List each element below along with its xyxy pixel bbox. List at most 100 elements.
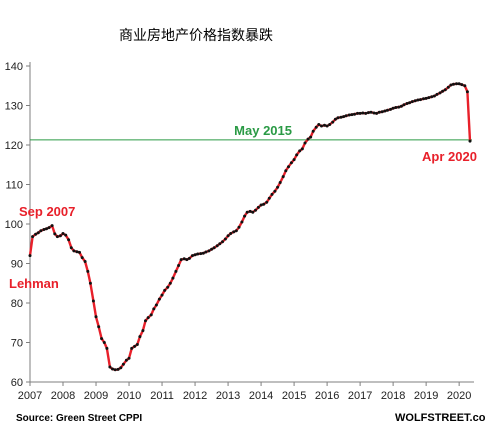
- data-point: [179, 258, 183, 262]
- y-axis: 60 70 80 90 100 110 120 130 140: [5, 61, 31, 389]
- data-point: [171, 276, 175, 280]
- data-point: [55, 235, 59, 239]
- y-tick-label: 140: [5, 61, 23, 73]
- data-point: [108, 365, 112, 369]
- data-point: [314, 125, 318, 129]
- data-point: [256, 205, 260, 209]
- data-point: [356, 111, 359, 115]
- x-axis: 2007 2008 2009 2010 2011 2012 2013 2014 2015 2016…: [18, 381, 474, 402]
- data-point: [386, 108, 389, 112]
- may-2015-label: May 2015: [234, 123, 292, 138]
- data-point: [323, 123, 326, 127]
- data-point: [295, 153, 299, 157]
- data-point: [460, 83, 464, 87]
- data-point: [102, 341, 106, 344]
- data-point: [229, 232, 233, 235]
- chart-title: 商业房地产价格指数暴跌: [119, 28, 273, 44]
- data-point: [160, 293, 164, 297]
- data-point: [333, 117, 337, 121]
- data-point: [133, 344, 137, 348]
- data-point: [317, 123, 321, 126]
- data-point: [380, 110, 384, 114]
- x-tick-label: 2013: [216, 390, 240, 402]
- data-point: [28, 254, 32, 258]
- data-point: [422, 97, 425, 101]
- data-point: [193, 253, 197, 257]
- data-point: [31, 235, 35, 239]
- y-tick-label: 60: [11, 377, 23, 389]
- data-point: [215, 244, 219, 248]
- data-point: [383, 109, 387, 113]
- data-point: [83, 260, 87, 263]
- x-tick-label: 2019: [414, 390, 438, 402]
- data-point: [441, 89, 445, 93]
- data-point: [430, 95, 434, 99]
- data-point: [226, 234, 230, 238]
- y-tick-label: 110: [5, 180, 23, 192]
- data-point: [364, 111, 368, 115]
- data-point: [463, 84, 467, 88]
- data-point: [320, 124, 323, 128]
- data-point: [419, 98, 422, 102]
- x-tick-label: 2014: [249, 390, 273, 402]
- data-point: [149, 313, 153, 317]
- y-tick-label: 120: [5, 140, 23, 152]
- data-point: [58, 234, 62, 238]
- data-point: [331, 120, 335, 124]
- data-point: [121, 362, 125, 366]
- data-point: [221, 240, 224, 244]
- data-point: [309, 135, 313, 139]
- data-point: [468, 139, 472, 143]
- data-point: [75, 250, 79, 254]
- data-point: [298, 149, 302, 153]
- data-point: [88, 281, 92, 285]
- data-point: [86, 269, 90, 273]
- data-point: [212, 246, 216, 250]
- data-point: [53, 232, 57, 236]
- data-point: [138, 335, 142, 339]
- data-point: [127, 356, 131, 360]
- annotation-sep-2007: Sep 2007: [19, 204, 75, 219]
- data-point: [449, 83, 453, 87]
- data-point: [361, 111, 365, 115]
- data-point: [218, 242, 222, 246]
- data-point: [36, 231, 40, 235]
- annotation-lehman: Lehman: [9, 276, 59, 291]
- data-point: [67, 238, 71, 242]
- data-point: [265, 200, 269, 204]
- data-point: [251, 210, 255, 214]
- data-point: [146, 316, 150, 320]
- x-tick-label: 2015: [282, 390, 306, 402]
- x-tick-label: 2007: [18, 390, 42, 402]
- x-tick-label: 2010: [117, 390, 141, 402]
- data-point: [113, 368, 117, 372]
- data-point: [366, 111, 370, 115]
- data-point: [199, 252, 203, 256]
- data-point: [245, 210, 249, 214]
- data-point: [80, 256, 84, 260]
- data-point: [237, 225, 241, 229]
- data-point: [97, 325, 101, 329]
- data-point: [416, 98, 420, 102]
- data-point: [457, 82, 461, 86]
- data-point: [141, 329, 145, 333]
- x-tick-label: 2009: [84, 390, 108, 402]
- data-point: [163, 288, 167, 292]
- data-point: [303, 141, 307, 145]
- data-point: [399, 104, 403, 108]
- data-point: [116, 367, 120, 371]
- data-point: [402, 103, 406, 107]
- data-point: [50, 224, 54, 228]
- data-point: [350, 113, 354, 117]
- brand-label: WOLFSTREET.com: [395, 412, 485, 424]
- data-point: [47, 226, 51, 230]
- data-point: [204, 250, 208, 254]
- data-point: [45, 227, 48, 231]
- data-point: [435, 92, 439, 96]
- x-tick-label: 2008: [51, 390, 75, 402]
- data-point: [276, 185, 280, 189]
- annotation-apr-2020: Apr 2020: [422, 149, 477, 164]
- data-point: [278, 181, 282, 184]
- data-point: [452, 82, 455, 86]
- data-point: [64, 233, 68, 237]
